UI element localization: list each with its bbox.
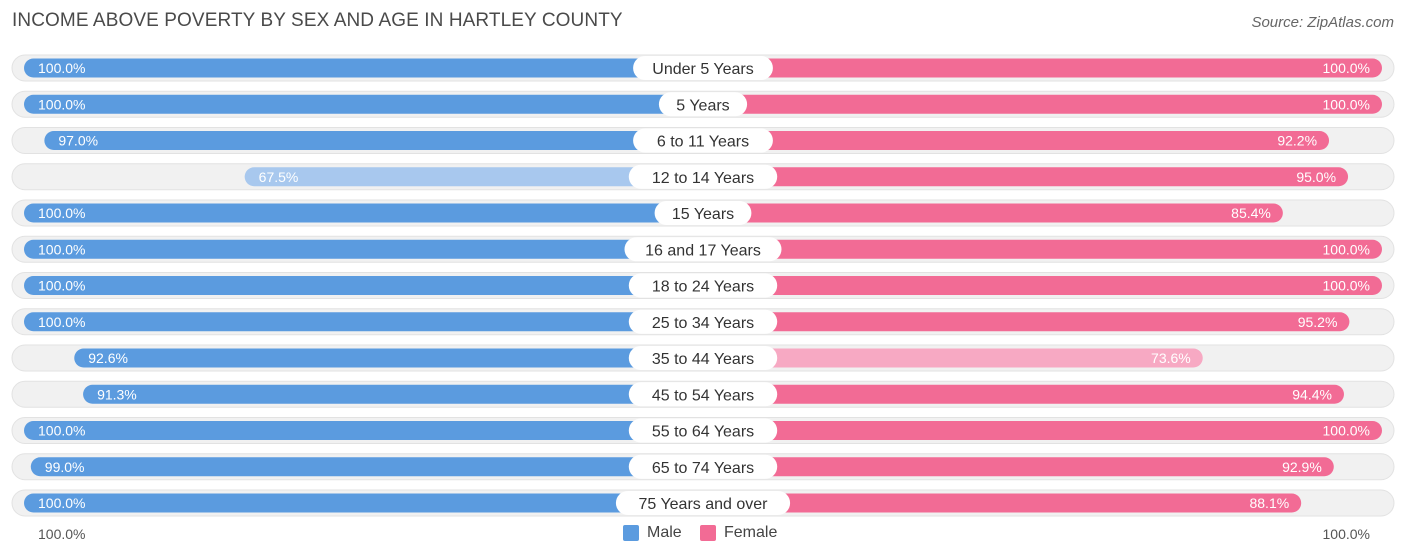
legend-swatch-female — [700, 525, 716, 541]
legend-label-male: Male — [647, 524, 682, 541]
male-bar — [30, 457, 704, 477]
male-value-label: 100.0% — [38, 495, 85, 511]
female-bar — [703, 131, 1330, 150]
male-value-label: 97.0% — [58, 133, 98, 149]
female-bar — [703, 384, 1344, 404]
female-value-label: 95.2% — [1298, 314, 1338, 330]
category-pill — [628, 382, 778, 407]
male-bar — [24, 276, 703, 295]
source-label: Source: ZipAtlas.com — [1251, 14, 1394, 31]
male-bar — [24, 203, 703, 223]
category-label: 75 Years and over — [639, 496, 769, 513]
female-value-label: 100.0% — [1323, 423, 1370, 439]
legend-swatch-male — [623, 525, 639, 541]
category-pill — [615, 491, 791, 515]
legend-item-male: Male — [623, 524, 682, 542]
category-pill — [628, 454, 778, 479]
category-pill — [628, 346, 778, 370]
category-pill — [633, 128, 773, 153]
category-pill — [628, 273, 778, 298]
female-value-label: 73.6% — [1151, 350, 1191, 366]
male-bar — [24, 312, 703, 332]
female-value-label: 94.4% — [1292, 386, 1332, 402]
axis-right-label: 100.0% — [1322, 526, 1370, 542]
female-value-label: 92.2% — [1277, 133, 1317, 149]
male-bar — [244, 167, 704, 187]
male-value-label: 100.0% — [38, 241, 85, 257]
female-bar — [703, 421, 1382, 440]
male-value-label: 100.0% — [38, 314, 85, 330]
female-bar — [703, 312, 1350, 332]
male-value-label: 100.0% — [38, 205, 85, 221]
category-pill — [658, 92, 748, 117]
female-value-label: 88.1% — [1249, 495, 1289, 511]
axis-left-label: 100.0% — [38, 526, 86, 542]
category-label: 55 to 64 Years — [652, 424, 754, 441]
female-bar — [703, 239, 1382, 259]
male-bar — [24, 421, 703, 440]
male-bar — [24, 58, 703, 78]
legend-label-female: Female — [724, 524, 778, 541]
category-pill — [633, 56, 773, 80]
female-value-label: 100.0% — [1323, 60, 1370, 76]
female-bar — [703, 457, 1334, 477]
female-value-label: 100.0% — [1323, 278, 1370, 294]
male-value-label: 67.5% — [259, 169, 299, 185]
category-label: 25 to 34 Years — [652, 315, 754, 332]
female-bar — [703, 203, 1283, 223]
male-value-label: 91.3% — [97, 386, 137, 402]
male-bar — [74, 348, 704, 368]
category-label: 12 to 14 Years — [652, 170, 754, 187]
female-value-label: 85.4% — [1231, 205, 1271, 221]
category-label: 35 to 44 Years — [652, 351, 754, 368]
male-bar — [44, 131, 704, 150]
male-value-label: 92.6% — [88, 350, 128, 366]
category-pill — [654, 201, 752, 225]
legend-item-female: Female — [700, 524, 777, 542]
male-bar — [24, 239, 703, 259]
male-bar — [24, 493, 703, 513]
chart-title: INCOME ABOVE POVERTY BY SEX AND AGE IN H… — [12, 10, 623, 31]
male-value-label: 99.0% — [45, 459, 85, 475]
chart-canvas: 100.0% 100.0% Under 5 Years 100.0% 100.0% 5 Y… — [11, 54, 1395, 517]
category-pill — [624, 237, 782, 262]
female-value-label: 100.0% — [1323, 241, 1370, 257]
female-value-label: 92.9% — [1282, 459, 1322, 475]
category-label: 6 to 11 Years — [657, 134, 749, 151]
male-bar — [83, 384, 703, 404]
female-bar — [703, 348, 1203, 368]
female-bar — [703, 493, 1302, 513]
category-label: 18 to 24 Years — [652, 279, 754, 296]
category-label: 15 Years — [672, 206, 734, 223]
female-value-label: 95.0% — [1296, 169, 1336, 185]
category-label: 45 to 54 Years — [652, 387, 754, 404]
category-pill — [628, 418, 778, 443]
category-pill — [628, 164, 778, 189]
category-pill — [628, 309, 778, 334]
legend: Male Female — [0, 524, 1406, 546]
female-bar — [703, 276, 1382, 295]
male-value-label: 100.0% — [38, 278, 85, 294]
male-value-label: 100.0% — [38, 96, 85, 112]
female-value-label: 100.0% — [1323, 96, 1370, 112]
male-value-label: 100.0% — [38, 423, 85, 439]
male-value-label: 100.0% — [38, 60, 85, 76]
category-label: 5 Years — [676, 97, 729, 114]
category-label: 65 to 74 Years — [652, 460, 754, 477]
female-bar — [703, 167, 1349, 187]
category-label: 16 and 17 Years — [645, 242, 761, 259]
female-bar — [703, 94, 1382, 114]
category-label: Under 5 Years — [652, 61, 753, 78]
female-bar — [703, 58, 1382, 78]
male-bar — [24, 94, 703, 114]
